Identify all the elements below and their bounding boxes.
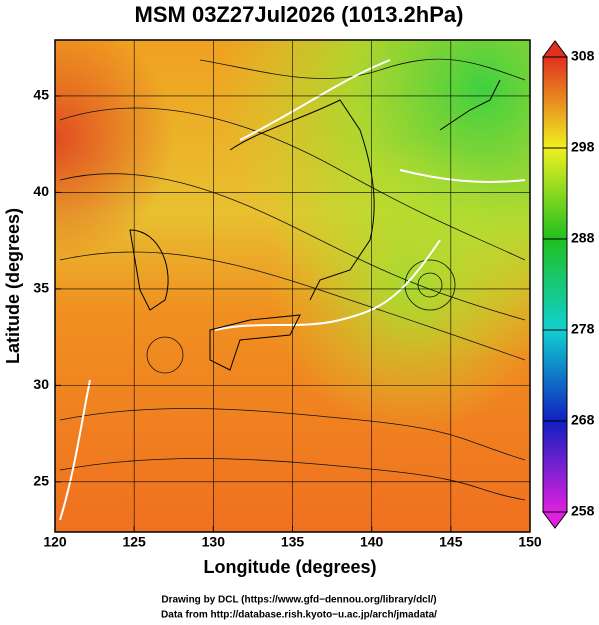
x-tick-label: 135 xyxy=(281,534,305,550)
y-tick-label: 45 xyxy=(33,87,49,103)
x-tick-label: 130 xyxy=(202,534,226,550)
colorbar-tick-label: 278 xyxy=(571,321,595,337)
x-axis-label: Longitude (degrees) xyxy=(203,557,376,577)
chart-title: MSM 03Z27Jul2026 (1013.2hPa) xyxy=(135,2,464,27)
colorbar-tick-label: 308 xyxy=(571,48,595,64)
y-tick-label: 40 xyxy=(33,183,49,199)
x-tick-label: 145 xyxy=(439,534,463,550)
colorbar: 258 268 278 288 298 308 xyxy=(542,40,595,529)
colorbar-scale xyxy=(542,56,568,513)
colorbar-extension xyxy=(542,40,568,58)
y-axis-label: Latitude (degrees) xyxy=(3,208,23,364)
colorbar-extension xyxy=(542,511,568,529)
colorbar-tick-label: 268 xyxy=(571,412,595,428)
y-tick-label: 35 xyxy=(33,280,49,296)
plot-frame xyxy=(54,39,531,533)
x-tick-label: 150 xyxy=(518,534,542,550)
colorbar-tick-label: 298 xyxy=(571,139,595,155)
credit-line: Data from http://database.rish.kyoto−u.a… xyxy=(161,610,437,621)
x-tick-label: 140 xyxy=(360,534,384,550)
credit-line: Drawing by DCL (https://www.gfd−dennou.o… xyxy=(161,595,436,606)
x-tick-label: 120 xyxy=(43,534,67,550)
colorbar-tick-label: 258 xyxy=(571,503,595,519)
y-tick-label: 30 xyxy=(33,376,49,392)
y-tick-label: 25 xyxy=(33,473,49,489)
colorbar-tick-label: 288 xyxy=(571,230,595,246)
x-tick-label: 125 xyxy=(122,534,146,550)
